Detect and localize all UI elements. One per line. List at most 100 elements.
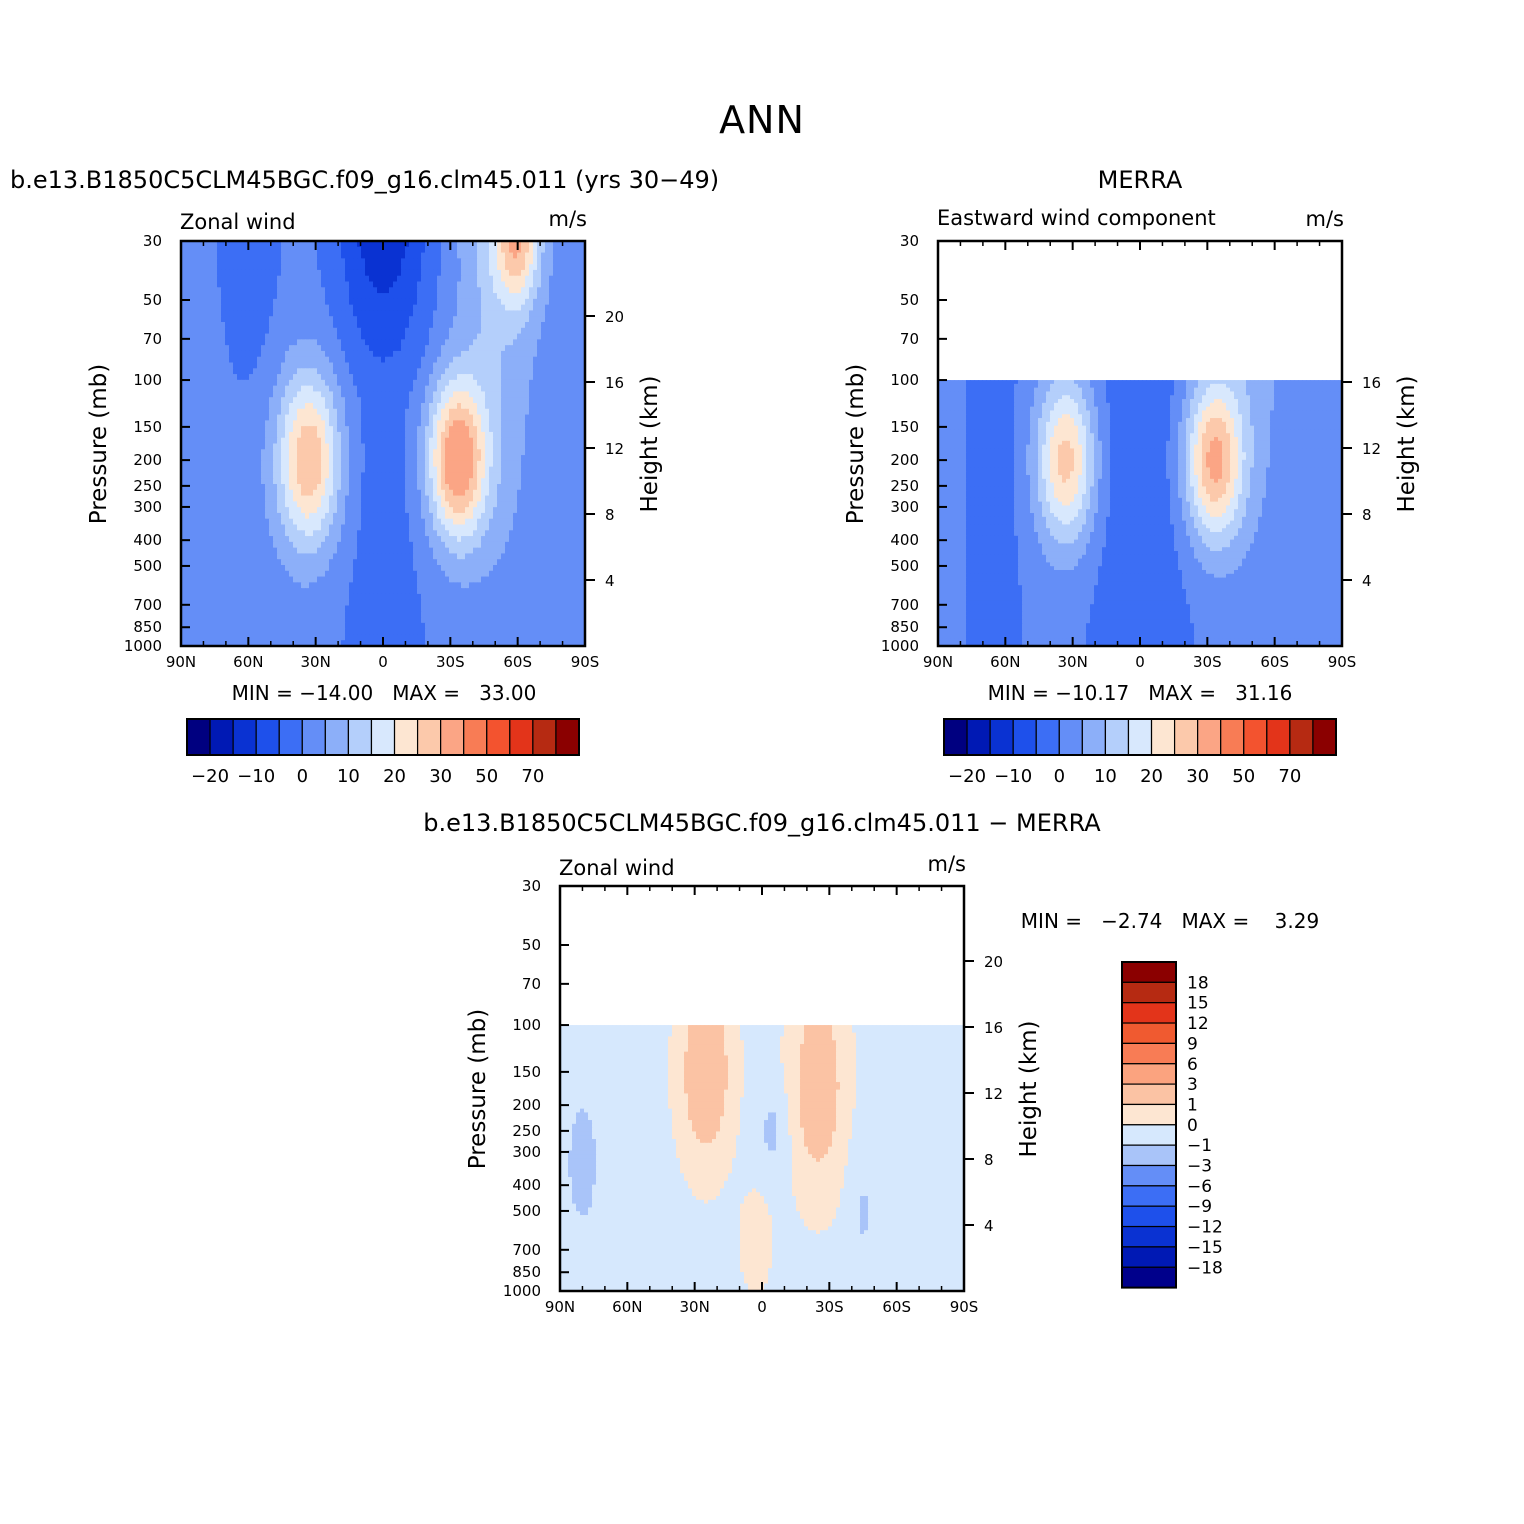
contour-cell [453,287,458,293]
contour-cell [249,334,254,340]
contour-cell [253,282,258,288]
contour-cell [445,438,450,444]
contour-cell [453,496,458,502]
contour-cell [565,519,570,525]
contour-cell [533,426,538,432]
contour-cell [221,409,226,415]
contour-cell [373,478,378,484]
contour-cell [241,380,246,386]
contour-cell [401,391,406,397]
contour-cell [309,351,314,357]
contour-cell [369,420,374,426]
contour-cell [321,409,326,415]
contour-cell [477,345,482,351]
contour-cell [481,305,486,311]
contour-cell [277,316,282,322]
contour-cell [577,299,582,305]
contour-cell [353,310,358,316]
contour-cell [213,357,218,363]
contour-cell [553,316,558,322]
contour-cell [361,391,366,397]
contour-cell [401,351,406,357]
contour-cell [301,310,306,316]
contour-cell [509,426,514,432]
contour-cell [413,270,418,276]
contour-cell [217,501,222,507]
contour-cell [237,513,242,519]
contour-cell [561,478,566,484]
contour-cell [237,276,242,282]
contour-cell [377,357,382,363]
contour-cell [457,386,462,392]
contour-cell [429,432,434,438]
contour-cell [541,287,546,293]
contour-cell [345,455,350,461]
contour-cell [433,276,438,282]
contour-cell [253,490,258,496]
contour-cell [401,316,406,322]
contour-cell [193,368,198,374]
contour-cell [541,374,546,380]
contour-cell [481,513,486,519]
contour-cell [457,253,462,259]
contour-cell [377,345,382,351]
contour-cell [257,305,262,311]
contour-cell [537,380,542,386]
contour-cell [537,432,542,438]
contour-cell [305,484,310,490]
contour-cell [521,310,526,316]
contour-cell [489,478,494,484]
contour-cell [349,403,354,409]
contour-cell [289,472,294,478]
contour-cell [369,403,374,409]
contour-cell [345,397,350,403]
contour-cell [433,264,438,270]
contour-cell [437,467,442,473]
contour-cell [357,403,362,409]
contour-cell [541,386,546,392]
contour-cell [213,513,218,519]
contour-cell [461,253,466,259]
contour-cell [245,478,250,484]
contour-cell [501,467,506,473]
contour-cell [405,374,410,380]
contour-cell [365,490,370,496]
contour-cell [325,264,330,270]
contour-cell [413,386,418,392]
contour-cell [577,444,582,450]
contour-cell [325,525,330,531]
contour-cell [313,403,318,409]
contour-cell [237,287,242,293]
contour-cell [453,386,458,392]
contour-cell [321,519,326,525]
contour-cell [417,374,422,380]
contour-cell [293,472,298,478]
contour-cell [253,444,258,450]
contour-cell [493,449,498,455]
contour-cell [281,478,286,484]
contour-cell [433,490,438,496]
contour-cell [305,282,310,288]
contour-cell [553,287,558,293]
contour-cell [349,420,354,426]
contour-cell [229,334,234,340]
contour-cell [549,328,554,334]
contour-cell [573,490,578,496]
contour-cell [297,258,302,264]
contour-cell [565,334,570,340]
contour-cell [185,368,190,374]
contour-cell [317,380,322,386]
contour-cell [357,270,362,276]
contour-cell [529,345,534,351]
contour-cell [333,391,338,397]
contour-cell [361,264,366,270]
contour-cell [457,282,462,288]
contour-cell [445,409,450,415]
contour-cell [501,496,506,502]
contour-cell [261,282,266,288]
contour-cell [325,316,330,322]
contour-cell [445,247,450,253]
contour-cell [417,264,422,270]
contour-cell [401,455,406,461]
contour-cell [233,501,238,507]
